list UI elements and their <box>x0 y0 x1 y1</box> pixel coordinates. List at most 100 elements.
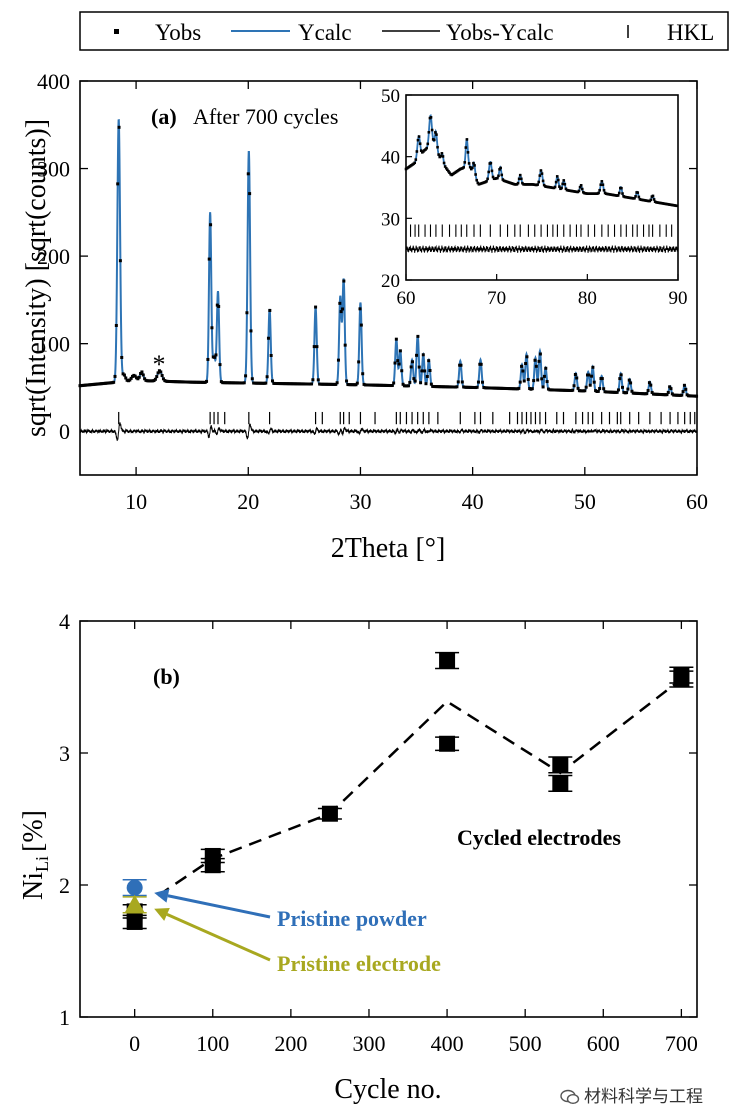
inset-yobs-point <box>415 150 419 153</box>
yobs-point <box>583 389 587 393</box>
yobs-point <box>355 381 359 385</box>
yobs-point <box>460 380 464 384</box>
difference-line <box>79 422 698 442</box>
panel-a-y-tick-label: 100 <box>37 332 70 357</box>
yobs-point <box>311 378 315 382</box>
yobs-point <box>616 388 620 392</box>
trend-dashed-line <box>157 678 683 897</box>
yobs-point <box>271 379 275 383</box>
yobs-point <box>419 381 423 385</box>
panel-b-y-tick-label: 2 <box>59 873 70 898</box>
inset-yobs-point <box>518 173 522 177</box>
inset-yobs-point <box>675 204 679 208</box>
panel-b-y-axis-label: NiLi[%] <box>18 810 52 900</box>
yobs-point <box>532 379 536 383</box>
yobs-point <box>357 360 361 364</box>
inset-yobs-point <box>578 185 582 189</box>
inset-yobs-point <box>485 180 488 183</box>
panel-a-y-tick-label: 400 <box>37 69 70 94</box>
inset-yobs-point <box>617 191 621 195</box>
legend-label-ycalc: Ycalc <box>298 20 352 45</box>
yobs-point <box>354 383 358 387</box>
panel-a-y-tick-label: 0 <box>59 419 70 444</box>
yobs-point <box>217 304 221 308</box>
inset-yobs-point <box>620 186 623 190</box>
inset-yobs-point <box>554 180 558 184</box>
inset-yobs-point <box>560 186 563 190</box>
yobs-point <box>314 305 318 309</box>
yobs-point <box>133 374 137 378</box>
yobs-point <box>341 307 345 311</box>
inset-yobs-point <box>468 165 472 169</box>
inset-yobs-point <box>600 180 604 183</box>
inset-x-tick-label: 80 <box>578 288 597 309</box>
inset-plot: 60 70 80 90 20 30 40 50 <box>381 86 688 309</box>
yobs-point <box>338 301 342 305</box>
pristine-powder-label: Pristine powder <box>277 906 427 931</box>
inset-yobs-point <box>500 173 504 177</box>
inset-x-tick-label: 70 <box>487 288 506 309</box>
yobs-point <box>246 172 250 176</box>
yobs-point <box>160 374 164 378</box>
yobs-point <box>128 378 132 382</box>
inset-yobs-point <box>475 178 479 182</box>
yobs-point <box>416 334 420 338</box>
inset-y-tick-label: 40 <box>381 148 400 169</box>
inset-yobs-point <box>419 149 423 152</box>
inset-yobs-point <box>489 161 493 165</box>
inset-yobs-point <box>516 181 520 185</box>
yobs-point <box>525 355 529 359</box>
yobs-point <box>153 377 157 381</box>
inset-yobs-point <box>473 164 476 167</box>
yobs-point <box>415 353 419 357</box>
inset-yobs-point <box>462 166 465 169</box>
inset-yobs-point <box>471 166 474 170</box>
panel-b-frame <box>79 620 698 1018</box>
yobs-point <box>627 378 631 382</box>
inset-yobs-point <box>499 166 502 170</box>
yobs-point <box>596 389 600 393</box>
inset-yobs-point <box>466 151 470 154</box>
yobs-point <box>455 385 459 389</box>
inset-yobs-point <box>464 146 468 149</box>
yobs-point <box>336 358 340 362</box>
inset-yobs-point <box>424 148 427 151</box>
yobs-point <box>520 364 524 368</box>
inset-yobs-point <box>429 116 433 119</box>
yobs-points <box>78 125 699 398</box>
yobs-point <box>479 362 483 366</box>
inset-yobs-point <box>621 192 624 195</box>
cycled-electrodes-label: Cycled electrodes <box>457 825 621 850</box>
inset-yobs-point <box>553 185 557 189</box>
legend-label-yobs: Yobs <box>155 20 201 45</box>
panel-b-x-tick-label: 300 <box>352 1031 385 1056</box>
hkl-ticks <box>118 411 696 425</box>
inset-x-tick-label: 60 <box>397 288 416 309</box>
yobs-point <box>156 371 160 375</box>
yobs-point <box>207 257 211 261</box>
inset-yobs-point <box>442 161 446 165</box>
inset-yobs-point <box>652 198 656 201</box>
panel-a-x-tick-label: 50 <box>574 489 596 514</box>
inset-yobs-point <box>634 195 637 198</box>
inset-yobs-point <box>413 161 417 165</box>
panel-a-x-tick-label: 30 <box>349 489 371 514</box>
panel-b-y-tick-label: 4 <box>59 609 70 634</box>
yobs-point <box>650 390 654 394</box>
yobs-point <box>600 377 604 381</box>
inset-yobs-point <box>448 171 451 174</box>
cycled-electrode-marker <box>204 847 221 864</box>
inset-yobs-point <box>414 158 418 161</box>
inset-frame <box>405 94 679 281</box>
yobs-point <box>534 364 538 368</box>
yobs-point <box>118 259 122 263</box>
panel-b-y-tick-label: 1 <box>59 1005 70 1030</box>
yobs-point <box>140 370 144 374</box>
inset-yobs-point <box>426 142 430 146</box>
yobs-point <box>268 308 272 312</box>
yobs-point <box>214 353 218 357</box>
yobs-point <box>129 376 133 380</box>
yobs-point <box>588 383 592 387</box>
yobs-point <box>571 388 575 392</box>
